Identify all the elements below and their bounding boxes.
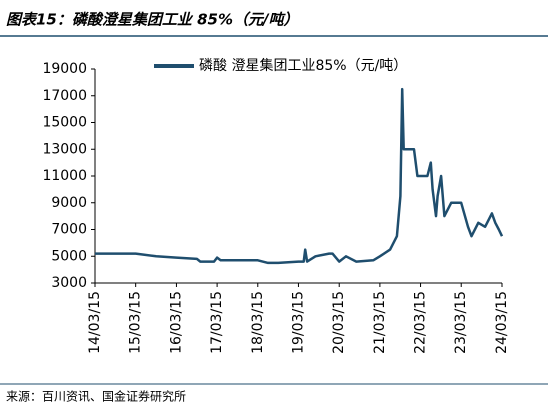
y-tick-label: 7000: [51, 222, 87, 238]
x-tick-label: 15/03/15: [128, 291, 144, 354]
y-tick-label: 13000: [42, 141, 87, 157]
y-tick-label: 5000: [51, 248, 87, 264]
x-tick-label: 14/03/15: [87, 291, 103, 354]
x-tick-label: 18/03/15: [250, 291, 266, 354]
x-tick-label: 16/03/15: [168, 291, 184, 354]
y-tick-label: 3000: [51, 275, 87, 291]
y-tick-label: 11000: [42, 168, 87, 184]
source: 来源：百川资讯、国金证券研究所: [6, 389, 186, 404]
x-tick-label: 21/03/15: [372, 291, 388, 354]
y-tick-label: 19000: [42, 61, 87, 77]
legend-label: 磷酸 澄星集团工业85%（元/吨）: [199, 57, 407, 74]
y-tick-label: 17000: [42, 88, 87, 104]
y-tick-label: 15000: [42, 115, 87, 131]
x-tick-label: 24/03/15: [494, 291, 510, 354]
chart-title: 图表15：磷酸澄星集团工业 85%（元/吨）: [6, 11, 298, 29]
y-tick-label: 9000: [51, 195, 87, 211]
x-tick-label: 22/03/15: [413, 291, 429, 354]
x-tick-label: 19/03/15: [290, 291, 306, 354]
line-series: [95, 87, 504, 265]
x-tick-label: 23/03/15: [453, 291, 469, 354]
x-tick-label: 20/03/15: [331, 291, 347, 354]
x-tick-label: 17/03/15: [209, 291, 225, 354]
